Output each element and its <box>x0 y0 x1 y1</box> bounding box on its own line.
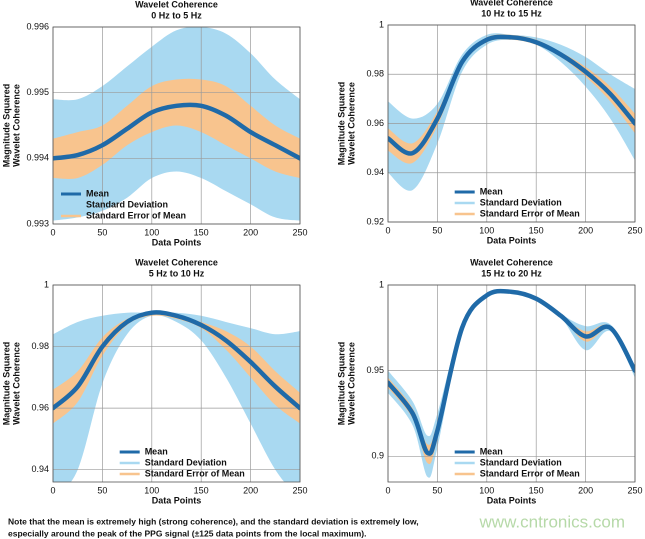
y-tick-label: 0.92 <box>366 216 384 226</box>
x-tick-label: 0 <box>50 485 55 495</box>
x-tick-label: 50 <box>432 225 442 235</box>
plot-frame <box>52 26 301 225</box>
plot-frame <box>387 24 636 223</box>
x-tick-label: 200 <box>578 485 593 495</box>
legend-label: Standard Error of Mean <box>86 210 186 220</box>
legend-label: Standard Error of Mean <box>480 468 580 478</box>
y-tick-label: 0.98 <box>31 341 49 351</box>
legend-label: Standard Deviation <box>145 457 227 467</box>
y-tick-label: 1 <box>379 279 384 289</box>
x-tick-label: 200 <box>243 227 258 237</box>
y-tick-label: 0.94 <box>31 464 49 474</box>
x-tick-label: 250 <box>292 485 307 495</box>
x-tick-label: 100 <box>479 485 494 495</box>
y-axis-label: Magnitude Squared <box>1 342 11 426</box>
x-tick-label: 200 <box>578 225 593 235</box>
x-tick-label: 150 <box>194 485 209 495</box>
legend-label: Standard Deviation <box>480 197 562 207</box>
mean-line <box>388 288 635 456</box>
legend-label: Standard Deviation <box>86 199 168 209</box>
plot-area <box>388 33 635 191</box>
y-axis-label: Magnitude Squared <box>336 342 346 426</box>
plot-frame <box>52 284 301 483</box>
y-tick-label: 0.94 <box>366 167 384 177</box>
legend-label: Standard Deviation <box>480 457 562 467</box>
x-tick-label: 150 <box>529 225 544 235</box>
y-tick-label: 0.995 <box>26 87 49 97</box>
watermark: www.cntronics.com <box>479 512 625 531</box>
x-tick-label: 0 <box>50 227 55 237</box>
y-tick-label: 0.993 <box>26 218 49 228</box>
mean-line <box>388 34 635 156</box>
chart-subtitle: 10 Hz to 15 Hz <box>481 8 542 18</box>
y-axis-label: Wavelet Coherence <box>11 342 21 425</box>
y-tick-label: 1 <box>379 19 384 29</box>
x-tick-label: 250 <box>292 227 307 237</box>
x-axis-label: Data Points <box>152 495 202 505</box>
y-tick-label: 0.96 <box>31 403 49 413</box>
y-axis-label: Magnitude Squared <box>336 82 346 166</box>
legend-label: Mean <box>480 446 503 456</box>
y-tick-label: 0.98 <box>366 69 384 79</box>
chart-subtitle: 0 Hz to 5 Hz <box>151 10 202 20</box>
x-axis-label: Data Points <box>487 495 537 505</box>
chart-title: Wavelet Coherence <box>135 0 218 9</box>
x-axis-label: Data Points <box>487 235 537 245</box>
x-tick-label: 150 <box>194 227 209 237</box>
y-tick-label: 0.9 <box>371 451 384 461</box>
mean-line <box>53 310 300 411</box>
y-axis-label: Wavelet Coherence <box>346 342 356 425</box>
legend-label: Mean <box>145 446 168 456</box>
legend-label: Standard Error of Mean <box>480 208 580 218</box>
chart-subtitle: 15 Hz to 20 Hz <box>481 268 542 278</box>
x-tick-label: 250 <box>627 485 642 495</box>
chart-title: Wavelet Coherence <box>470 0 553 7</box>
y-tick-label: 0.96 <box>366 118 384 128</box>
band <box>53 78 300 180</box>
x-tick-label: 0 <box>385 485 390 495</box>
mean-line <box>53 102 300 161</box>
y-axis-label: Wavelet Coherence <box>11 84 21 167</box>
band <box>53 312 300 424</box>
legend-label: Standard Error of Mean <box>145 468 245 478</box>
note: Note that the mean is extremely high (st… <box>8 516 419 526</box>
x-axis-label: Data Points <box>152 237 202 247</box>
x-tick-label: 50 <box>97 227 107 237</box>
x-tick-label: 0 <box>385 225 390 235</box>
legend-label: Mean <box>86 188 109 198</box>
band <box>388 33 635 191</box>
x-tick-label: 50 <box>97 485 107 495</box>
y-tick-label: 0.95 <box>366 365 384 375</box>
y-axis-label: Wavelet Coherence <box>346 82 356 165</box>
x-tick-label: 250 <box>627 225 642 235</box>
x-tick-label: 200 <box>243 485 258 495</box>
y-axis-label: Magnitude Squared <box>1 84 11 168</box>
legend-label: Mean <box>480 186 503 196</box>
x-tick-label: 50 <box>432 485 442 495</box>
chart-title: Wavelet Coherence <box>470 257 553 267</box>
chart-title: Wavelet Coherence <box>135 257 218 267</box>
plot-area <box>53 312 300 482</box>
x-tick-label: 100 <box>479 225 494 235</box>
x-tick-label: 100 <box>144 227 159 237</box>
y-tick-label: 0.994 <box>26 153 49 163</box>
x-tick-label: 100 <box>144 485 159 495</box>
y-tick-label: 1 <box>44 279 49 289</box>
note: especially around the peak of the PPG si… <box>8 528 366 538</box>
plot-area <box>53 27 300 221</box>
chart-subtitle: 5 Hz to 10 Hz <box>149 268 205 278</box>
plot-frame <box>387 284 636 483</box>
x-tick-label: 150 <box>529 485 544 495</box>
y-tick-label: 0.996 <box>26 21 49 31</box>
